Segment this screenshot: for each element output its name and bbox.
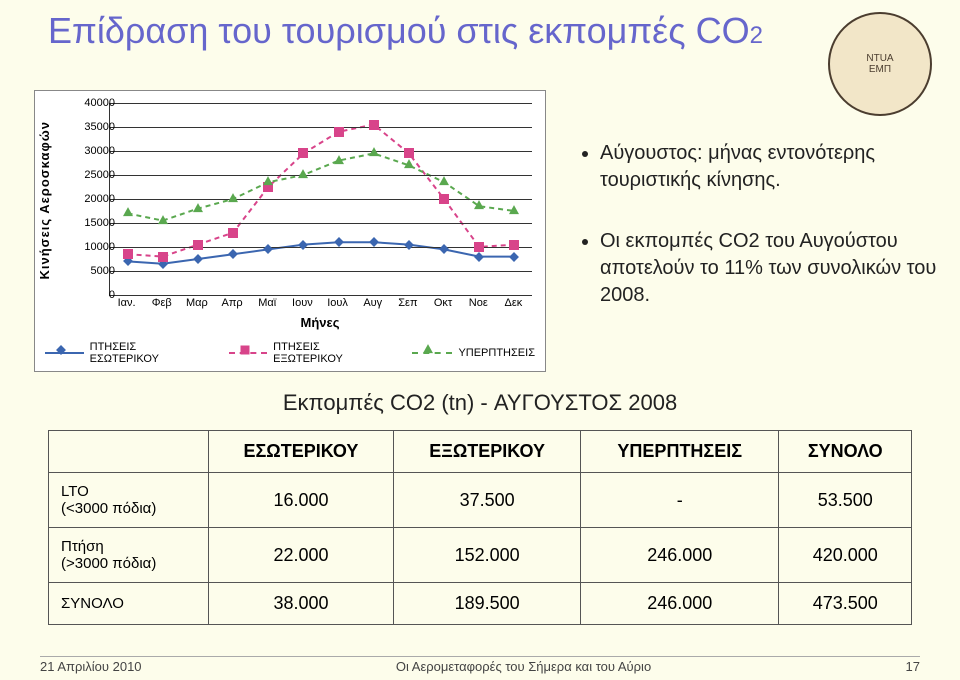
table-cell: 189.500 [394, 583, 581, 625]
table-row: ΣΥΝΟΛΟ38.000189.500246.000473.500 [49, 583, 912, 625]
footer-date: 21 Απριλίου 2010 [40, 659, 142, 674]
title-sub: 2 [750, 22, 763, 49]
chart-marker [123, 208, 133, 217]
table-cell: 246.000 [580, 583, 779, 625]
chart-marker [298, 169, 308, 178]
slide-footer: 21 Απριλίου 2010 Οι Αερομεταφορές του Σή… [40, 656, 920, 674]
chart-marker [228, 228, 238, 238]
ytick: 5000 [69, 265, 115, 277]
table-header [49, 431, 209, 473]
chart-plot-area [109, 103, 532, 296]
footer-page: 17 [906, 659, 920, 674]
table-cell: 473.500 [779, 583, 912, 625]
chart-marker [509, 240, 519, 250]
chart-xlabel: Μήνες [109, 315, 531, 330]
xtick: Οκτ [426, 297, 460, 309]
chart-marker [474, 200, 484, 209]
ytick: 35000 [69, 121, 115, 133]
xtick: Ιαν. [110, 297, 144, 309]
table-header: ΕΞΩΤΕΡΙΚΟΥ [394, 431, 581, 473]
table-header: ΥΠΕΡΠΤΗΣΕΙΣ [580, 431, 779, 473]
xtick: Αυγ [356, 297, 390, 309]
ytick: 25000 [69, 169, 115, 181]
table-header: ΕΣΩΤΕΡΙΚΟΥ [208, 431, 394, 473]
chart-marker [369, 148, 379, 157]
table-title: Εκπομπές CO2 (tn) - ΑΥΓΟΥΣΤΟΣ 2008 [0, 390, 960, 416]
chart-marker [404, 160, 414, 169]
table-cell: 53.500 [779, 473, 912, 528]
bullet-list: Αύγουστος: μήνας εντονότερης τουριστικής… [560, 140, 940, 343]
xtick: Ιουλ [321, 297, 355, 309]
ytick: 15000 [69, 217, 115, 229]
xtick: Απρ [215, 297, 249, 309]
chart-marker [158, 215, 168, 224]
chart-marker [509, 205, 519, 214]
ytick: 30000 [69, 145, 115, 157]
ytick: 0 [69, 289, 115, 301]
chart-legend: ΠΤΗΣΕΙΣ ΕΣΩΤΕΡΙΚΟΥ ΠΤΗΣΕΙΣ ΕΞΩΤΕΡΙΚΟΥ ΥΠΕΡ… [45, 337, 535, 365]
chart-marker [334, 127, 344, 137]
page-title: Επίδραση του τουρισμού στις εκπομπές CO2 [48, 10, 763, 52]
emissions-table: ΕΣΩΤΕΡΙΚΟΥΕΞΩΤΕΡΙΚΟΥΥΠΕΡΠΤΗΣΕΙΣΣΥΝΟΛΟ LT… [48, 430, 912, 625]
table-row: LTO(<3000 πόδια)16.00037.500-53.500 [49, 473, 912, 528]
aircraft-movements-chart: Κινήσεις Αεροσκαφών Μήνες ΠΤΗΣΕΙΣ ΕΣΩΤΕΡ… [34, 90, 546, 372]
ytick: 20000 [69, 193, 115, 205]
chart-marker [263, 176, 273, 185]
chart-marker [193, 240, 203, 250]
legend-item: ΠΤΗΣΕΙΣ ΕΣΩΤΕΡΙΚΟΥ [45, 341, 205, 365]
footer-title: Οι Αερομεταφορές του Σήμερα και του Αύρι… [396, 659, 651, 674]
table-row: Πτήση(>3000 πόδια)22.000152.000246.00042… [49, 528, 912, 583]
table-cell: 22.000 [208, 528, 394, 583]
chart-marker [369, 120, 379, 130]
table-cell: 420.000 [779, 528, 912, 583]
xtick: Φεβ [145, 297, 179, 309]
xtick: Ιουν [285, 297, 319, 309]
xtick: Μαρ [180, 297, 214, 309]
chart-marker [334, 155, 344, 164]
chart-marker [404, 148, 414, 158]
chart-marker [158, 252, 168, 262]
xtick: Νοε [461, 297, 495, 309]
chart-marker [439, 176, 449, 185]
table-cell: 246.000 [580, 528, 779, 583]
title-main: Επίδραση του τουρισμού στις εκπομπές CO [48, 10, 750, 51]
row-label: Πτήση(>3000 πόδια) [49, 528, 209, 583]
table-cell: - [580, 473, 779, 528]
legend-item: ΠΤΗΣΕΙΣ ΕΞΩΤΕΡΙΚΟΥ [229, 341, 389, 365]
chart-marker [228, 193, 238, 202]
bullet-1: Αύγουστος: μήνας εντονότερης τουριστικής… [600, 140, 940, 194]
university-logo: NTUAΕΜΠ [828, 12, 932, 116]
table-cell: 37.500 [394, 473, 581, 528]
chart-marker [439, 194, 449, 204]
table-cell: 38.000 [208, 583, 394, 625]
xtick: Σεπ [391, 297, 425, 309]
legend-item: ΥΠΕΡΠΤΗΣΕΙΣ [412, 347, 535, 359]
chart-marker [193, 203, 203, 212]
chart-marker [474, 242, 484, 252]
chart-marker [298, 148, 308, 158]
table-cell: 16.000 [208, 473, 394, 528]
bullet-2: Οι εκπομπές CO2 του Αυγούστου αποτελούν … [600, 228, 940, 309]
xtick: Δεκ [496, 297, 530, 309]
row-label: LTO(<3000 πόδια) [49, 473, 209, 528]
chart-marker [123, 249, 133, 259]
ytick: 40000 [69, 97, 115, 109]
ytick: 10000 [69, 241, 115, 253]
row-label: ΣΥΝΟΛΟ [49, 583, 209, 625]
xtick: Μαϊ [250, 297, 284, 309]
table-header: ΣΥΝΟΛΟ [779, 431, 912, 473]
chart-ylabel: Κινήσεις Αεροσκαφών [37, 121, 52, 280]
table-cell: 152.000 [394, 528, 581, 583]
